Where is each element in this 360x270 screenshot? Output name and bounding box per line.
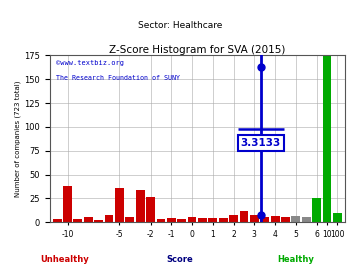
Text: Score: Score xyxy=(167,255,193,264)
Bar xyxy=(157,219,165,222)
Bar xyxy=(281,217,290,222)
Text: 3.3133: 3.3133 xyxy=(241,138,281,148)
Bar xyxy=(84,217,93,222)
Bar xyxy=(167,218,176,222)
Bar xyxy=(188,217,197,222)
Bar xyxy=(260,217,269,222)
Text: The Research Foundation of SUNY: The Research Foundation of SUNY xyxy=(56,76,180,82)
Text: Sector: Healthcare: Sector: Healthcare xyxy=(138,21,222,30)
Bar xyxy=(271,217,279,222)
Bar xyxy=(292,217,300,222)
Bar xyxy=(177,219,186,222)
Bar xyxy=(125,217,134,222)
Bar xyxy=(198,218,207,222)
Title: Z-Score Histogram for SVA (2015): Z-Score Histogram for SVA (2015) xyxy=(109,45,285,55)
Bar xyxy=(53,219,62,222)
Bar xyxy=(302,217,311,222)
Bar xyxy=(219,218,228,222)
Text: ©www.textbiz.org: ©www.textbiz.org xyxy=(56,60,124,66)
Text: Healthy: Healthy xyxy=(277,255,314,264)
Bar xyxy=(229,215,238,222)
Bar xyxy=(94,220,103,222)
Bar xyxy=(323,55,332,222)
Bar xyxy=(105,215,113,222)
Text: Unhealthy: Unhealthy xyxy=(40,255,89,264)
Bar xyxy=(333,213,342,222)
Bar xyxy=(239,211,248,222)
Bar xyxy=(73,219,82,222)
Bar xyxy=(146,197,155,222)
Bar xyxy=(250,215,259,222)
Bar xyxy=(136,190,145,222)
Bar xyxy=(63,186,72,222)
Bar xyxy=(208,218,217,222)
Bar xyxy=(115,188,124,222)
Y-axis label: Number of companies (723 total): Number of companies (723 total) xyxy=(15,80,22,197)
Bar xyxy=(312,198,321,222)
